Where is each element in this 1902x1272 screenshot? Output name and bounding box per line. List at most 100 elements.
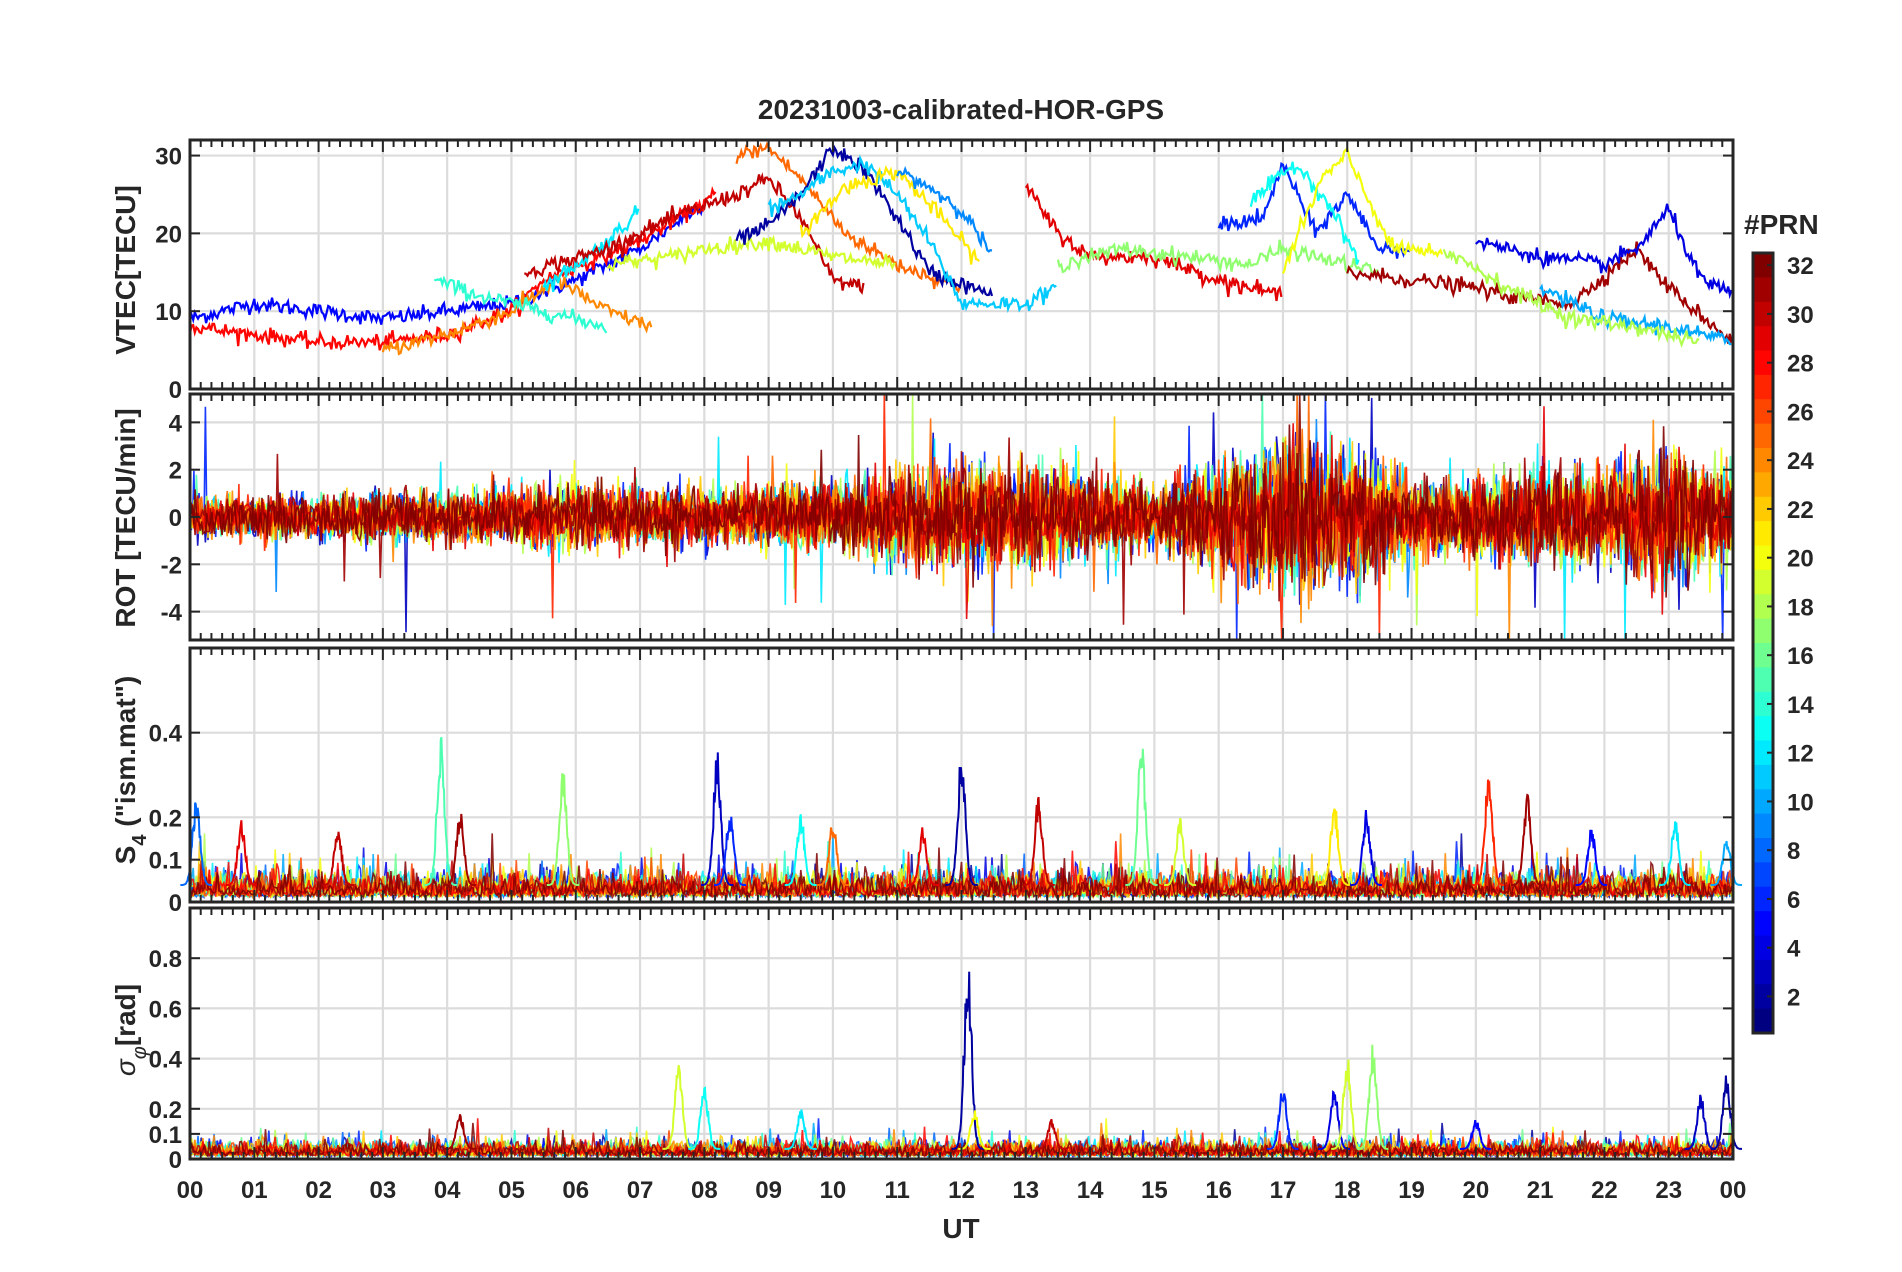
colorbar-tick-label: 24 <box>1787 448 1814 475</box>
x-tick-label: 08 <box>691 1177 718 1204</box>
x-tick-label: 21 <box>1527 1177 1554 1204</box>
sigma-peak-prn-19 <box>1331 1059 1363 1150</box>
sigma-peak-prn-2 <box>1710 1075 1742 1150</box>
vtec-series-prn-31 <box>1346 241 1733 344</box>
colorbar-cell-20 <box>1753 545 1773 571</box>
colorbar-cell-13 <box>1753 716 1773 741</box>
colorbar-cell-30 <box>1753 301 1773 327</box>
x-tick-label: 17 <box>1270 1177 1297 1204</box>
s4-peak-prn-13 <box>784 814 817 887</box>
vtec-series-prn-21 <box>799 165 980 265</box>
y-tick-label: 0 <box>169 1147 182 1174</box>
colorbar-tick-label: 4 <box>1787 936 1801 963</box>
x-tick-label: 16 <box>1205 1177 1232 1204</box>
colorbar-tick-label: 2 <box>1787 984 1800 1011</box>
colorbar-tick-label: 30 <box>1787 302 1814 329</box>
x-tick-label: 01 <box>241 1177 268 1204</box>
sigma-peak-prn-5 <box>1459 1119 1492 1150</box>
vtec-series-prn-19 <box>606 234 896 273</box>
s4-peak-prn-19 <box>1164 817 1197 887</box>
vtec-series-prn-11 <box>767 154 1057 314</box>
sigma-phi-panel: 00.10.2 0.4 0.6 0.8 σφ[rad] <box>110 906 1742 1174</box>
y-tick-label: 0.1 <box>149 1122 182 1149</box>
y-tick-label: 0.8 <box>149 946 182 973</box>
y-tick-label: 4 <box>169 410 183 437</box>
vtec-series-prn-30 <box>523 172 865 295</box>
x-tick-label: 03 <box>370 1177 397 1204</box>
vtec-series-prn-29 <box>1024 182 1283 302</box>
x-tick-label: 22 <box>1591 1177 1618 1204</box>
s4-peak-prn-31 <box>1511 793 1543 887</box>
sigma-peak-prn-12 <box>784 1109 817 1150</box>
colorbar-cell-18 <box>1753 594 1773 620</box>
colorbar-cell-3 <box>1753 959 1773 985</box>
x-tick-label: 20 <box>1462 1177 1489 1204</box>
colorbar-cell-31 <box>1753 277 1773 303</box>
x-axis-label: UT <box>942 1213 979 1244</box>
vtec-series-prn-4 <box>1475 203 1733 300</box>
colorbar-cell-22 <box>1753 496 1773 522</box>
colorbar-tick-label: 8 <box>1787 838 1800 865</box>
y-tick-label: 0.2 <box>149 805 182 832</box>
rot-series-prn-32 <box>189 424 1734 598</box>
s4-peak-prn-27 <box>1472 779 1505 887</box>
s4-peak-prn-16 <box>1125 748 1158 887</box>
colorbar-cell-21 <box>1753 521 1773 546</box>
colorbar-tick-label: 32 <box>1787 253 1814 280</box>
s4-peak-prn-5 <box>1575 829 1608 887</box>
colorbar-cell-14 <box>1753 691 1773 717</box>
vtec-series-prn-9 <box>896 165 993 253</box>
rot-panel: -4 -2 0 2 4 ROT [TECU/min] <box>110 392 1735 642</box>
s4-peak-prn-6 <box>713 816 747 887</box>
x-tick-label: 14 <box>1077 1177 1104 1204</box>
vtec-series-prn-18 <box>1442 249 1700 349</box>
y-tick-label: 0 <box>169 505 182 532</box>
colorbar-cell-7 <box>1753 862 1773 888</box>
axes-frame <box>188 392 1735 642</box>
sigma-peak-prn-3 <box>1684 1094 1717 1150</box>
colorbar-tick-label: 18 <box>1787 594 1814 621</box>
x-tick-label: 13 <box>1012 1177 1039 1204</box>
colorbar-tick-label: 22 <box>1787 497 1814 524</box>
s4-peak-prn-2 <box>945 766 978 887</box>
colorbar-cell-25 <box>1753 423 1773 449</box>
colorbar-cell-2 <box>1753 984 1773 1010</box>
vtec-series-prn-6 <box>1217 162 1411 259</box>
x-tick-label: 15 <box>1141 1177 1168 1204</box>
colorbar-cell-24 <box>1753 448 1773 473</box>
y-tick-label: 0.6 <box>149 996 182 1023</box>
x-tick-label: 19 <box>1398 1177 1425 1204</box>
y-tick-label: 0.4 <box>149 1047 183 1074</box>
colorbar-cell-17 <box>1753 618 1773 644</box>
colorbar-cell-11 <box>1753 764 1773 790</box>
colorbar-cell-32 <box>1753 253 1773 278</box>
colorbar-label: #PRN <box>1744 209 1819 240</box>
sigma-peak-prn-20 <box>958 1110 991 1150</box>
y-tick-label: 2 <box>169 458 182 485</box>
colorbar-cell-26 <box>1753 399 1773 425</box>
axes-frame <box>188 646 1735 904</box>
colorbar-tick-label: 20 <box>1787 546 1814 573</box>
colorbar-tick-label: 28 <box>1787 351 1814 378</box>
vtec-ylabel: VTEC[TECU] <box>110 185 141 355</box>
s4-peak-prn-31 <box>443 813 477 887</box>
vtec-series-prn-14 <box>434 275 608 334</box>
x-tick-label: 02 <box>305 1177 332 1204</box>
vtec-series-prn-25 <box>735 141 961 294</box>
y-tick-label: 30 <box>155 144 182 171</box>
s4-peak-prn-10 <box>1710 840 1743 887</box>
s4-peak-prn-30 <box>321 831 354 887</box>
sigma-peak-prn-4 <box>1318 1090 1350 1150</box>
s4-peak-prn-12 <box>1659 821 1691 887</box>
sigma-peak-prn-30 <box>1035 1118 1068 1150</box>
colorbar-tick-label: 26 <box>1787 399 1814 426</box>
colorbar-cell-6 <box>1753 886 1773 912</box>
colorbar-cell-9 <box>1753 813 1773 839</box>
x-tick-label: 04 <box>434 1177 461 1204</box>
sigma-peak-prn-17 <box>1356 1044 1389 1150</box>
colorbar-cell-23 <box>1753 472 1773 498</box>
axes-frame <box>188 138 1735 391</box>
y-tick-label: 20 <box>155 221 182 248</box>
s4-peak-prn-21 <box>1318 808 1350 887</box>
